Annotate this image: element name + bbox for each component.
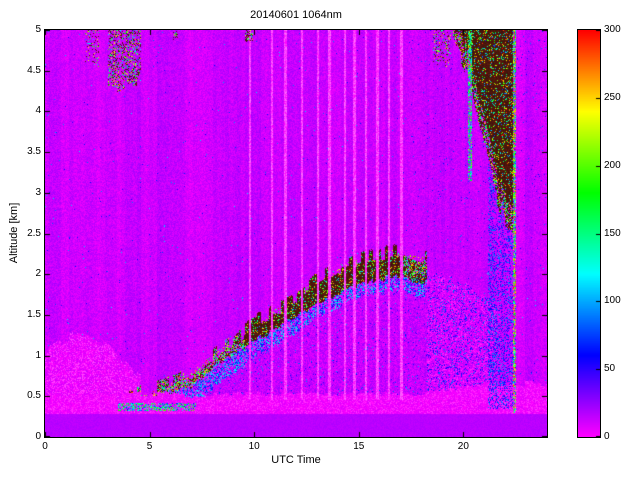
y-tick-label: 0: [35, 431, 41, 442]
colorbar-tick-label: 50: [604, 363, 616, 375]
colorbar-canvas: [578, 30, 600, 437]
y-tick-label: 1.5: [27, 308, 41, 320]
y-tick-label: 3: [35, 186, 41, 198]
colorbar-tick-label: 150: [604, 227, 621, 239]
y-tick-label: 4: [35, 105, 41, 117]
plot-area: [44, 29, 548, 438]
y-tick-label: 3.5: [27, 146, 41, 158]
y-tick-label: 5: [35, 24, 41, 35]
x-axis-label: UTC Time: [271, 454, 321, 466]
colorbar-tick-label: 300: [604, 24, 621, 35]
colorbar-tick-label: 100: [604, 295, 621, 307]
colorbar-tick-label: 250: [604, 91, 621, 103]
y-tick-label: 4.5: [27, 64, 41, 76]
x-tick-label: 0: [42, 441, 48, 452]
plot-title: 20140601 1064nm: [250, 9, 342, 21]
y-tick-label: 2.5: [27, 227, 41, 239]
colorbar: [577, 29, 601, 438]
y-tick-label: 1: [35, 349, 41, 361]
y-tick-label: 2: [35, 268, 41, 280]
colorbar-tick-label: 200: [604, 159, 621, 171]
x-tick-label: 5: [146, 441, 153, 452]
x-tick-label: 15: [353, 441, 365, 452]
x-tick-label: 10: [248, 441, 260, 452]
y-tick-label: 0.5: [27, 390, 41, 402]
heatmap-canvas: [45, 30, 547, 437]
colorbar-tick-label: 0: [604, 431, 610, 442]
x-tick-label: 20: [457, 441, 469, 452]
